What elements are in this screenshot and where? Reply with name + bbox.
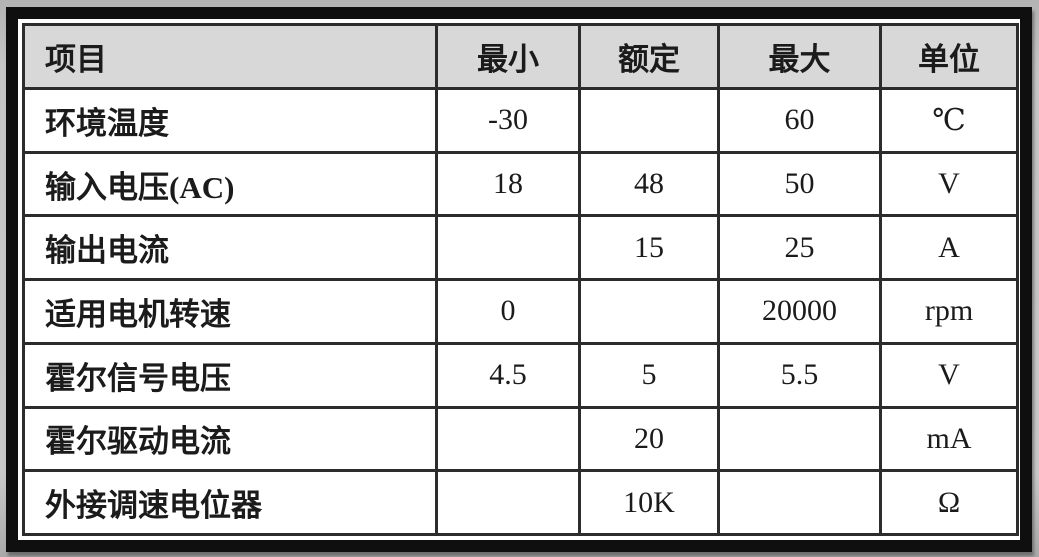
rated-cell: [578, 278, 720, 345]
table-row: 霍尔驱动电流 20 mA: [22, 405, 1019, 473]
item-cell: 霍尔信号电压: [22, 341, 438, 409]
rated-cell: [578, 87, 720, 154]
item-cell: 输出电流: [22, 214, 438, 282]
rated-cell: 15: [578, 214, 720, 282]
max-cell: 5.5: [717, 341, 882, 409]
unit-cell: ℃: [879, 87, 1019, 154]
min-cell: 0: [435, 278, 581, 345]
max-cell: [717, 405, 882, 473]
unit-cell: mA: [879, 405, 1019, 473]
rated-cell: 48: [578, 150, 720, 218]
item-cell: 霍尔驱动电流: [22, 405, 438, 473]
unit-cell: rpm: [879, 278, 1019, 345]
max-cell: 25: [717, 214, 882, 282]
table-row: 环境温度 -30 60 ℃: [22, 87, 1019, 154]
spec-table-frame: 项目 最小 额定 最大 单位 环境温度 -30 60 ℃ 输入电压(AC) 1: [6, 7, 1032, 552]
min-cell: -30: [435, 87, 581, 154]
max-cell: 60: [717, 87, 882, 154]
table-row: 适用电机转速 0 20000 rpm: [22, 278, 1019, 345]
max-cell: 50: [717, 150, 882, 218]
min-cell: [435, 405, 581, 473]
table-row: 输出电流 15 25 A: [22, 214, 1019, 282]
header-item: 项目: [22, 23, 438, 90]
max-cell: [717, 469, 882, 536]
item-cell: 外接调速电位器: [22, 469, 438, 536]
min-cell: 4.5: [435, 341, 581, 409]
rated-cell: 5: [578, 341, 720, 409]
min-cell: [435, 469, 581, 536]
min-cell: 18: [435, 150, 581, 218]
unit-cell: Ω: [879, 469, 1019, 536]
item-cell: 输入电压(AC): [22, 150, 438, 218]
spec-table: 项目 最小 额定 最大 单位 环境温度 -30 60 ℃ 输入电压(AC) 1: [22, 23, 1019, 536]
min-cell: [435, 214, 581, 282]
table-row: 外接调速电位器 10K Ω: [22, 469, 1019, 536]
header-max: 最大: [717, 23, 882, 90]
rated-cell: 20: [578, 405, 720, 473]
table-row: 输入电压(AC) 18 48 50 V: [22, 150, 1019, 218]
max-cell: 20000: [717, 278, 882, 345]
table-row: 霍尔信号电压 4.5 5 5.5 V: [22, 341, 1019, 409]
item-cell: 适用电机转速: [22, 278, 438, 345]
header-rated: 额定: [578, 23, 720, 90]
item-cell: 环境温度: [22, 87, 438, 154]
header-row: 项目 最小 额定 最大 单位: [22, 23, 1019, 90]
unit-cell: A: [879, 214, 1019, 282]
unit-cell: V: [879, 341, 1019, 409]
header-min: 最小: [435, 23, 581, 90]
rated-cell: 10K: [578, 469, 720, 536]
header-unit: 单位: [879, 23, 1019, 90]
unit-cell: V: [879, 150, 1019, 218]
